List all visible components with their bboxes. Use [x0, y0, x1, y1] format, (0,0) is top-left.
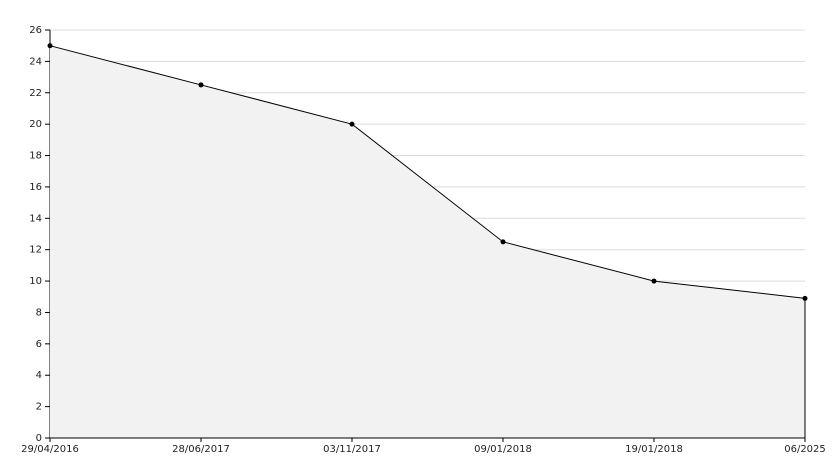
y-tick-label: 18 — [29, 151, 42, 162]
x-tick-label: 09/01/2018 — [474, 444, 532, 455]
point — [349, 121, 355, 127]
point — [651, 278, 657, 284]
point — [47, 43, 53, 49]
y-tick-label: 14 — [29, 213, 42, 224]
point — [500, 239, 506, 245]
x-tick-label: 06/2025 — [784, 444, 826, 455]
x-tick-label: 03/11/2017 — [323, 444, 381, 455]
y-tick-label: 6 — [36, 339, 42, 350]
y-tick-label: 22 — [29, 88, 42, 99]
point — [802, 295, 808, 301]
y-tick-label: 0 — [36, 433, 42, 444]
y-tick-label: 10 — [29, 276, 42, 287]
y-tick-label: 16 — [29, 182, 42, 193]
y-tick-label: 12 — [29, 245, 42, 256]
y-tick-label: 8 — [36, 307, 42, 318]
x-tick-label: 19/01/2018 — [625, 444, 683, 455]
y-tick-label: 26 — [29, 25, 42, 36]
point — [198, 82, 204, 88]
y-tick-label: 20 — [29, 119, 42, 130]
x-tick-label: 28/06/2017 — [172, 444, 230, 455]
y-tick-label: 24 — [29, 56, 42, 67]
y-tick-label: 2 — [36, 402, 42, 413]
x-tick-label: 29/04/2016 — [21, 444, 79, 455]
area — [50, 45, 805, 438]
y-tick-label: 4 — [36, 370, 42, 381]
line — [49, 45, 806, 299]
